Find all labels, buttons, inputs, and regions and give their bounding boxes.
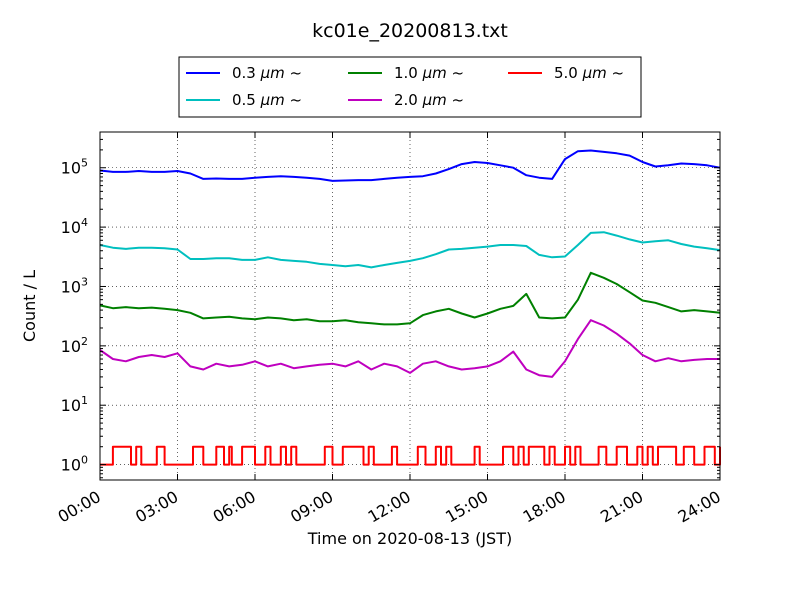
x-tick-label: 06:00 bbox=[210, 487, 259, 527]
y-tick-label: 105 bbox=[61, 157, 88, 178]
x-tick-label: 03:00 bbox=[132, 487, 181, 527]
chart-title: kc01e_20200813.txt bbox=[312, 20, 508, 42]
series-line-0 bbox=[99, 149, 721, 182]
x-axis-label: Time on 2020-08-13 (JST) bbox=[307, 529, 512, 548]
x-tick-labels: 00:00 03:00 06:00 09:00 12:00 15:00 18:00 21:00… bbox=[55, 487, 724, 527]
legend-entry: 0.3 μm ~ bbox=[232, 64, 302, 82]
series-layer bbox=[99, 149, 721, 466]
x-tick-label: 00:00 bbox=[55, 487, 104, 527]
y-tick-labels: 100 101 102 103 104 105 bbox=[61, 157, 88, 475]
y-tick-label: 104 bbox=[61, 216, 88, 237]
legend: 0.3 μm ~ 0.5 μm ~ 1.0 μm ~ 2.0 μm ~ 5.0 μm ~ bbox=[178, 56, 642, 118]
legend-entry: 1.0 μm ~ bbox=[394, 64, 464, 82]
x-tick-label: 09:00 bbox=[287, 487, 336, 527]
x-tick-label: 15:00 bbox=[442, 487, 491, 527]
legend-box bbox=[178, 56, 642, 118]
legend-entry: 2.0 μm ~ bbox=[394, 91, 464, 109]
y-axis-label: Count / L bbox=[20, 270, 39, 342]
legend-entry: 0.5 μm ~ bbox=[232, 91, 302, 109]
legend-entry: 5.0 μm ~ bbox=[554, 64, 624, 82]
x-tick-label: 18:00 bbox=[520, 487, 569, 527]
x-tick-label: 24:00 bbox=[675, 487, 724, 527]
y-tick-label: 103 bbox=[61, 275, 88, 296]
y-tick-label: 101 bbox=[61, 394, 88, 415]
series-line-2 bbox=[99, 271, 721, 326]
series-line-4 bbox=[100, 445, 721, 466]
series-line-1 bbox=[99, 231, 721, 269]
y-tick-label: 102 bbox=[61, 335, 88, 356]
y-tick-label: 100 bbox=[61, 454, 88, 475]
x-tick-label: 12:00 bbox=[365, 487, 414, 527]
plot-area bbox=[100, 132, 720, 480]
series-line-3 bbox=[99, 319, 720, 378]
x-tick-label: 21:00 bbox=[597, 487, 646, 527]
plot-frame bbox=[99, 131, 721, 481]
